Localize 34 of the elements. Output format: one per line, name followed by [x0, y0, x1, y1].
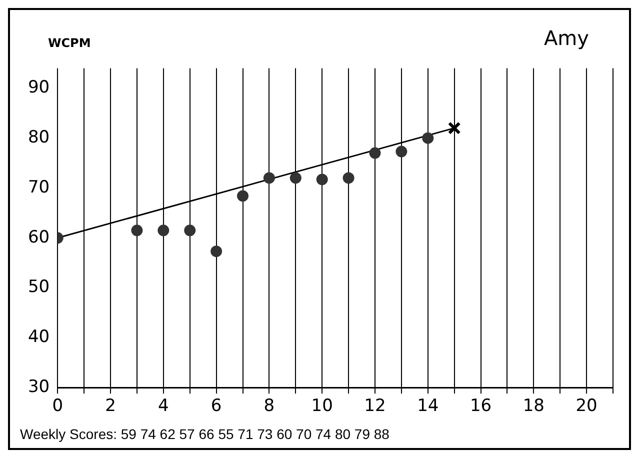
y-tick-label: 90	[28, 78, 50, 98]
y-tick-label: 40	[28, 327, 50, 348]
point	[237, 190, 249, 202]
chart-title: Amy	[544, 26, 589, 50]
x-tick-label: 0	[52, 396, 64, 416]
y-tick-label: 80	[28, 127, 50, 148]
point	[131, 224, 143, 236]
x-tick-label: 14	[417, 396, 439, 416]
point	[369, 147, 381, 159]
point	[263, 172, 275, 184]
y-tick-label: 30	[28, 377, 50, 398]
point	[316, 174, 328, 186]
point	[448, 122, 461, 135]
x-tick-label: 6	[210, 396, 222, 416]
point	[396, 146, 408, 158]
point	[342, 172, 354, 184]
x-tick-label: 16	[470, 396, 492, 416]
point	[422, 132, 434, 144]
x-tick-label: 2	[105, 396, 116, 416]
y-axis-title: WCPM	[48, 36, 91, 50]
x-tick-label: 12	[364, 396, 386, 416]
x-tick-label: 10	[311, 396, 333, 416]
x-tick-label: 4	[158, 396, 169, 416]
y-tick-label: 70	[28, 177, 50, 198]
point	[210, 246, 222, 258]
text: Weekly Scores: 59 74 62 57 66 55 71 73 60 70 74 80 79 88	[19, 425, 390, 444]
y-tick-label: 50	[28, 277, 50, 298]
point	[290, 172, 302, 184]
x-tick-label: 8	[264, 396, 275, 416]
point	[184, 224, 196, 236]
x-tick-label: 18	[522, 396, 544, 416]
x-tick-label: 20	[576, 396, 598, 416]
y-tick-label: 60	[28, 227, 50, 248]
point	[158, 224, 170, 236]
